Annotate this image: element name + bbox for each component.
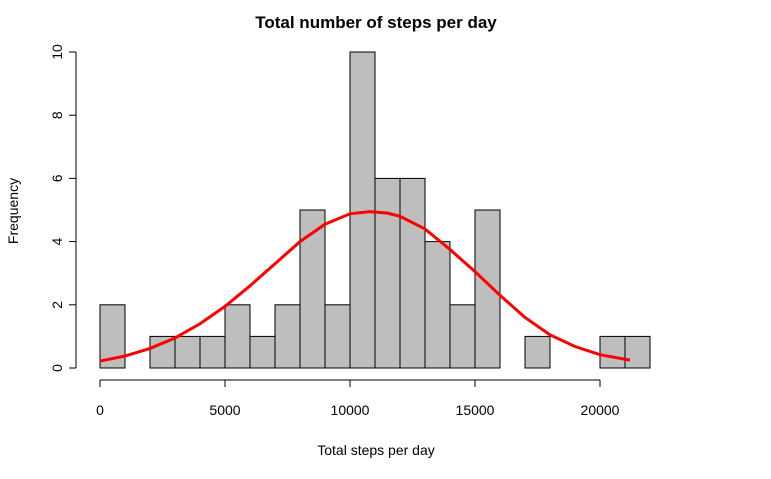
y-axis: 0 2 4 6 8 10 bbox=[49, 44, 77, 372]
bar-17000-18000 bbox=[524, 335, 551, 369]
bar-5000-6000 bbox=[224, 304, 251, 369]
bar-21000-22000 bbox=[624, 335, 651, 369]
x-axis: 0 5000 10000 15000 20000 bbox=[96, 379, 620, 418]
x-tick-label-10000: 10000 bbox=[331, 402, 370, 418]
y-axis-label: Frequency bbox=[5, 178, 21, 244]
x-tick-label-20000: 20000 bbox=[581, 402, 620, 418]
bar-13000-14000 bbox=[424, 241, 451, 369]
bar-4000-5000 bbox=[199, 335, 226, 369]
y-tick-label-0: 0 bbox=[49, 364, 65, 372]
y-tick-label-2: 2 bbox=[49, 301, 65, 309]
y-tick-label-10: 10 bbox=[49, 44, 65, 60]
chart-title: Total number of steps per day bbox=[255, 13, 497, 32]
bar-7000-8000 bbox=[274, 304, 301, 369]
bar-14000-15000 bbox=[449, 304, 476, 369]
x-tick-label-15000: 15000 bbox=[456, 402, 495, 418]
bar-12000-13000 bbox=[399, 177, 426, 369]
bar-6000-7000 bbox=[249, 335, 276, 369]
density-curve-group bbox=[99, 210, 631, 363]
x-tick-label-5000: 5000 bbox=[209, 402, 240, 418]
bar-9000-10000 bbox=[324, 304, 351, 369]
bar-20000-21000 bbox=[599, 335, 626, 369]
bar-8000-9000 bbox=[299, 209, 326, 369]
bar-11000-12000 bbox=[374, 177, 401, 369]
y-tick-label-6: 6 bbox=[49, 174, 65, 182]
x-tick-label-0: 0 bbox=[96, 402, 104, 418]
y-tick-label-4: 4 bbox=[49, 237, 65, 245]
bar-10000-11000 bbox=[349, 51, 376, 369]
y-tick-label-8: 8 bbox=[49, 111, 65, 119]
x-axis-label: Total steps per day bbox=[317, 442, 435, 458]
density-curve-line bbox=[99, 210, 631, 363]
bar-3000-4000 bbox=[174, 335, 201, 369]
bar-15000-16000 bbox=[474, 209, 501, 369]
bars-group bbox=[99, 51, 651, 369]
